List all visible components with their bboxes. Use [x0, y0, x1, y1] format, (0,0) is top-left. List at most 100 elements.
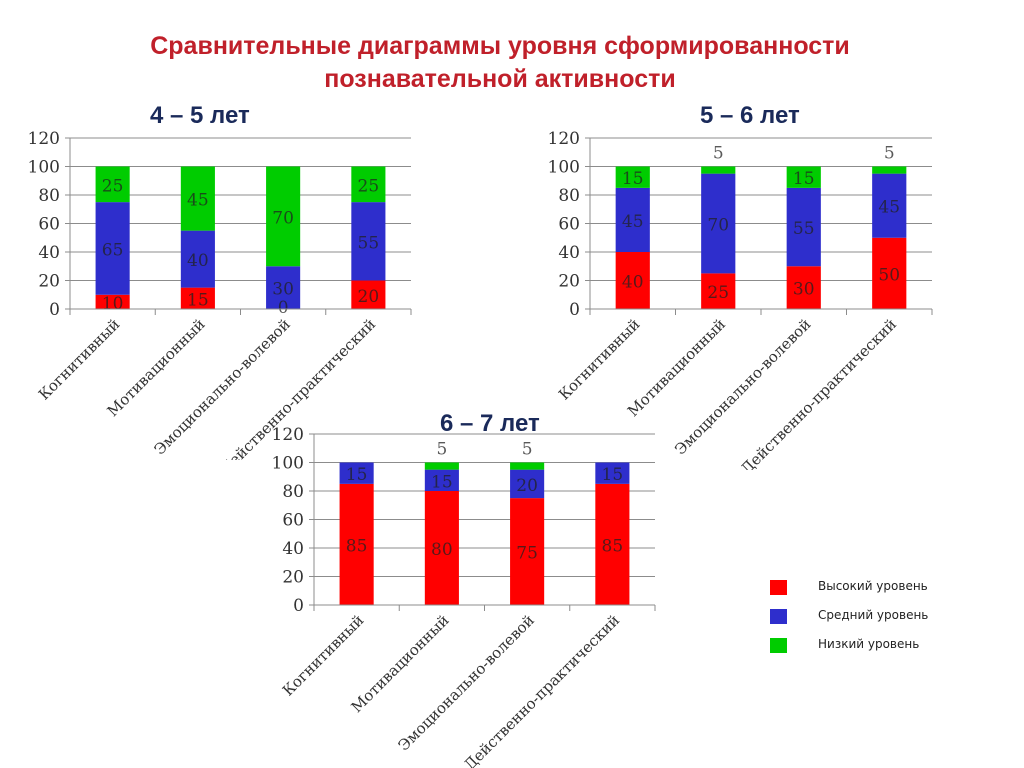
y-tick-label: 100 [28, 158, 60, 178]
legend-item-medium: Средний уровень [766, 605, 966, 627]
bar-segment-low [351, 166, 386, 203]
data-label: 55 [358, 233, 380, 253]
legend-label-high: Высокий уровень [818, 579, 928, 593]
data-label: 5 [713, 144, 724, 164]
data-label: 25 [358, 176, 380, 196]
y-tick-label: 40 [38, 243, 60, 263]
data-label: 15 [346, 465, 368, 485]
legend-swatch-medium [770, 609, 787, 624]
chart-4-5-years: 020406080100120106525Когнитивный154045Мо… [28, 129, 412, 460]
legend-swatch-high [770, 580, 787, 595]
bar-segment-high [180, 287, 215, 309]
y-tick-label: 40 [558, 243, 580, 263]
data-label: 50 [878, 265, 900, 285]
bar-segment-medium [701, 173, 736, 274]
x-tick-label: Действенно-практический [737, 315, 900, 470]
data-label: 70 [272, 208, 294, 228]
x-tick-label: Эмоционально-волевой [394, 611, 537, 754]
legend-item-high: Высокий уровень [766, 576, 966, 598]
bar-segment-medium [786, 187, 821, 267]
y-tick-label: 0 [49, 300, 60, 320]
bar-segment-medium [266, 266, 301, 309]
data-label: 40 [187, 251, 209, 271]
y-tick-label: 80 [282, 482, 304, 502]
data-label: 20 [358, 287, 380, 307]
bar-segment-low [510, 462, 545, 470]
bar-segment-medium [595, 462, 630, 484]
bar-segment-low [786, 166, 821, 188]
bar-segment-medium [424, 469, 459, 491]
chart-title-4-5: 4 – 5 лет [150, 102, 250, 129]
data-label: 0 [278, 298, 289, 318]
data-label: 15 [793, 169, 815, 189]
bar-segment-high [701, 273, 736, 309]
bar-segment-medium [510, 469, 545, 499]
data-label: 5 [436, 440, 447, 460]
bar-segment-high [351, 280, 386, 309]
data-label: 30 [272, 280, 294, 300]
y-tick-label: 20 [282, 568, 304, 588]
y-tick-label: 0 [293, 596, 304, 616]
y-tick-label: 120 [548, 129, 580, 149]
bar-segment-medium [95, 202, 130, 295]
y-tick-label: 0 [569, 300, 580, 320]
x-tick-label: Действенно-практический [461, 611, 624, 768]
data-label: 25 [102, 176, 124, 196]
data-label: 45 [622, 212, 644, 232]
bar-segment-low [180, 166, 215, 231]
title-line-1: Сравнительные диаграммы уровня сформиров… [150, 32, 850, 60]
chart-title-5-6: 5 – 6 лет [700, 102, 800, 129]
data-label: 85 [602, 536, 624, 556]
chart-6-7-years: 0204060801001208515Когнитивный80155Мотив… [272, 425, 656, 768]
bar-segment-low [701, 166, 736, 174]
data-label: 55 [793, 219, 815, 239]
bar-segment-low [615, 166, 650, 188]
y-tick-label: 120 [272, 425, 304, 445]
bar-segment-medium [180, 230, 215, 288]
bar-segment-medium [615, 187, 650, 252]
data-label: 75 [516, 544, 538, 564]
data-label: 70 [707, 216, 729, 236]
y-tick-label: 100 [548, 158, 580, 178]
y-tick-label: 60 [38, 215, 60, 235]
bar-segment-medium [339, 462, 374, 484]
legend-label-medium: Средний уровень [818, 608, 929, 622]
bar-segment-low [872, 166, 907, 174]
legend-label-low: Низкий уровень [818, 637, 920, 651]
bar-segment-low [266, 166, 301, 267]
y-tick-label: 80 [38, 186, 60, 206]
data-label: 80 [431, 540, 453, 560]
y-tick-label: 80 [558, 186, 580, 206]
data-label: 45 [187, 191, 209, 211]
y-tick-label: 20 [558, 272, 580, 292]
data-label: 25 [707, 283, 729, 303]
data-label: 85 [346, 536, 368, 556]
legend-item-low: Низкий уровень [766, 634, 966, 656]
y-tick-label: 60 [282, 511, 304, 531]
data-label: 30 [793, 280, 815, 300]
bar-segment-medium [351, 202, 386, 281]
bar-segment-medium [872, 173, 907, 238]
bar-segment-high [510, 498, 545, 605]
data-label: 5 [522, 440, 533, 460]
data-label: 15 [187, 290, 209, 310]
data-label: 40 [622, 273, 644, 293]
data-label: 20 [516, 476, 538, 496]
data-label: 15 [602, 465, 624, 485]
y-tick-label: 20 [38, 272, 60, 292]
bar-segment-high [872, 237, 907, 309]
chart-title-6-7: 6 – 7 лет [440, 410, 540, 437]
bar-segment-high [786, 266, 821, 309]
data-label: 65 [102, 240, 124, 260]
data-label: 15 [622, 169, 644, 189]
bar-segment-high [595, 483, 630, 605]
legend-swatch-low [770, 638, 787, 653]
y-tick-label: 100 [272, 454, 304, 474]
title-line-2: познавательной активности [324, 65, 676, 93]
y-tick-label: 120 [28, 129, 60, 149]
bar-segment-high [424, 491, 459, 605]
data-label: 5 [884, 144, 895, 164]
bar-segment-high [615, 252, 650, 309]
x-tick-label: Когнитивный [279, 611, 368, 700]
data-label: 45 [878, 198, 900, 218]
